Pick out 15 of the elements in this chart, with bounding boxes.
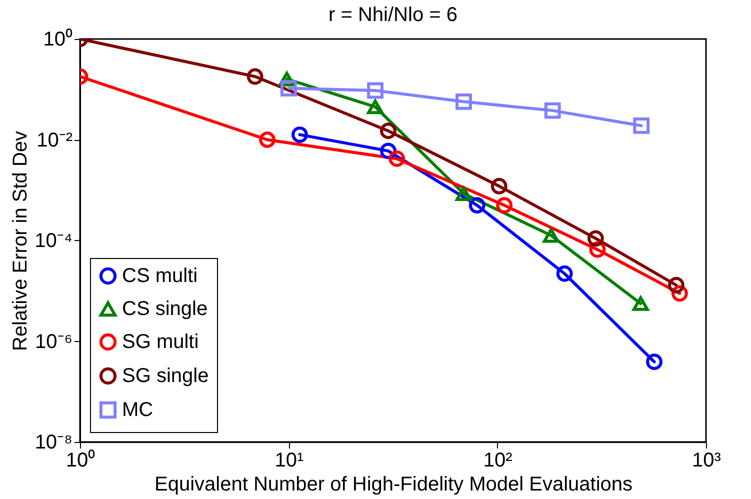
y-axis-title: Relative Error in Std Dev bbox=[10, 130, 32, 352]
chart-title: r = Nhi/Nlo = 6 bbox=[328, 4, 458, 26]
legend-label: SG multi bbox=[122, 331, 199, 353]
x-axis-title: Equivalent Number of High-Fidelity Model Evaluations bbox=[154, 474, 633, 496]
legend-label: MC bbox=[122, 399, 154, 421]
x-tick-label: 10² bbox=[483, 450, 513, 472]
y-tick-label: 10⁻² bbox=[36, 129, 73, 152]
y-tick-label: 10⁻⁶ bbox=[35, 330, 72, 353]
legend-label: SG single bbox=[122, 365, 209, 387]
legend-label: CS single bbox=[122, 298, 208, 320]
y-tick-label: 10⁻⁴ bbox=[34, 230, 72, 252]
y-tick-label: 10⁰ bbox=[43, 28, 72, 50]
x-tick-label: 10³ bbox=[692, 450, 722, 472]
x-tick-label: 10¹ bbox=[274, 450, 304, 472]
legend-label: CS multi bbox=[122, 265, 198, 287]
